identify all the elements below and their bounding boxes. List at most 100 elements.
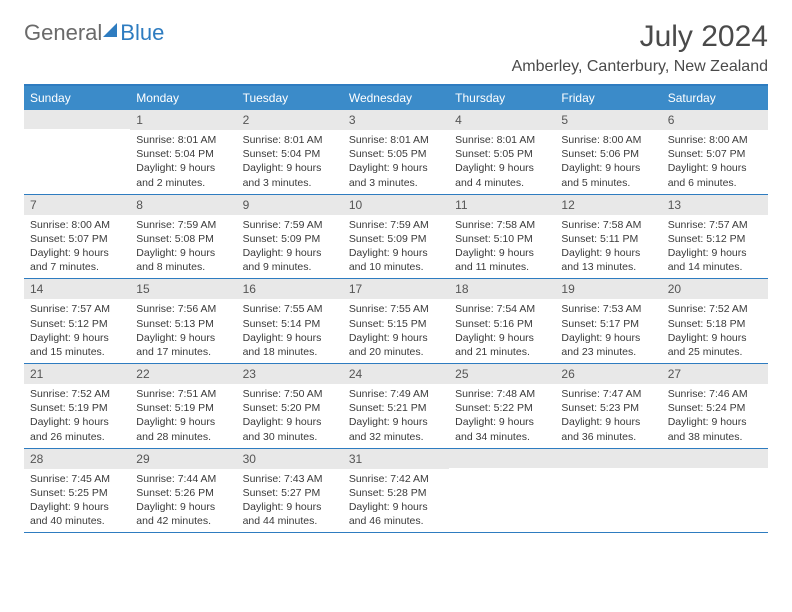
day-number: 17 [343,279,449,299]
day-cell: 26Sunrise: 7:47 AMSunset: 5:23 PMDayligh… [555,364,661,448]
daylight-text: Daylight: 9 hours and 5 minutes. [561,161,655,189]
sunset-text: Sunset: 5:26 PM [136,486,230,500]
day-body: Sunrise: 7:47 AMSunset: 5:23 PMDaylight:… [555,384,661,448]
daylight-text: Daylight: 9 hours and 38 minutes. [668,415,762,443]
day-body: Sunrise: 8:00 AMSunset: 5:07 PMDaylight:… [662,130,768,194]
day-body: Sunrise: 7:43 AMSunset: 5:27 PMDaylight:… [237,469,343,533]
day-body: Sunrise: 7:58 AMSunset: 5:10 PMDaylight:… [449,215,555,279]
sunset-text: Sunset: 5:19 PM [136,401,230,415]
sunrise-text: Sunrise: 8:01 AM [349,133,443,147]
sunrise-text: Sunrise: 8:00 AM [561,133,655,147]
day-cell: 8Sunrise: 7:59 AMSunset: 5:08 PMDaylight… [130,195,236,279]
day-number: 2 [237,110,343,130]
day-body: Sunrise: 8:01 AMSunset: 5:05 PMDaylight:… [449,130,555,194]
daylight-text: Daylight: 9 hours and 2 minutes. [136,161,230,189]
day-number: 6 [662,110,768,130]
day-body: Sunrise: 8:00 AMSunset: 5:07 PMDaylight:… [24,215,130,279]
sunset-text: Sunset: 5:09 PM [243,232,337,246]
day-cell: 27Sunrise: 7:46 AMSunset: 5:24 PMDayligh… [662,364,768,448]
day-number: 21 [24,364,130,384]
daylight-text: Daylight: 9 hours and 28 minutes. [136,415,230,443]
day-body: Sunrise: 7:59 AMSunset: 5:08 PMDaylight:… [130,215,236,279]
day-cell: 25Sunrise: 7:48 AMSunset: 5:22 PMDayligh… [449,364,555,448]
sunrise-text: Sunrise: 7:43 AM [243,472,337,486]
daylight-text: Daylight: 9 hours and 46 minutes. [349,500,443,528]
sunrise-text: Sunrise: 7:50 AM [243,387,337,401]
sunrise-text: Sunrise: 8:01 AM [136,133,230,147]
sunrise-text: Sunrise: 7:57 AM [30,302,124,316]
day-body: Sunrise: 7:50 AMSunset: 5:20 PMDaylight:… [237,384,343,448]
weekday-header: Saturday [662,86,768,110]
sunset-text: Sunset: 5:06 PM [561,147,655,161]
day-body: Sunrise: 7:55 AMSunset: 5:15 PMDaylight:… [343,299,449,363]
day-cell: 3Sunrise: 8:01 AMSunset: 5:05 PMDaylight… [343,110,449,194]
day-cell: 5Sunrise: 8:00 AMSunset: 5:06 PMDaylight… [555,110,661,194]
daylight-text: Daylight: 9 hours and 11 minutes. [455,246,549,274]
daylight-text: Daylight: 9 hours and 34 minutes. [455,415,549,443]
day-body: Sunrise: 7:44 AMSunset: 5:26 PMDaylight:… [130,469,236,533]
week-row: 1Sunrise: 8:01 AMSunset: 5:04 PMDaylight… [24,110,768,195]
day-number: 13 [662,195,768,215]
day-number: 28 [24,449,130,469]
day-cell: 16Sunrise: 7:55 AMSunset: 5:14 PMDayligh… [237,279,343,363]
day-cell: 13Sunrise: 7:57 AMSunset: 5:12 PMDayligh… [662,195,768,279]
day-number [662,449,768,468]
day-number: 3 [343,110,449,130]
month-title: July 2024 [512,20,768,54]
sunrise-text: Sunrise: 7:46 AM [668,387,762,401]
daylight-text: Daylight: 9 hours and 23 minutes. [561,331,655,359]
day-cell: 17Sunrise: 7:55 AMSunset: 5:15 PMDayligh… [343,279,449,363]
day-number: 22 [130,364,236,384]
sunrise-text: Sunrise: 7:47 AM [561,387,655,401]
logo: General Blue [24,20,164,46]
day-number: 18 [449,279,555,299]
sunrise-text: Sunrise: 7:59 AM [243,218,337,232]
sunrise-text: Sunrise: 8:00 AM [668,133,762,147]
day-cell: 30Sunrise: 7:43 AMSunset: 5:27 PMDayligh… [237,449,343,533]
day-number: 7 [24,195,130,215]
day-body: Sunrise: 7:58 AMSunset: 5:11 PMDaylight:… [555,215,661,279]
weekday-header-row: Sunday Monday Tuesday Wednesday Thursday… [24,86,768,110]
day-number: 1 [130,110,236,130]
day-body: Sunrise: 8:01 AMSunset: 5:05 PMDaylight:… [343,130,449,194]
daylight-text: Daylight: 9 hours and 3 minutes. [349,161,443,189]
sunset-text: Sunset: 5:12 PM [668,232,762,246]
sunrise-text: Sunrise: 7:55 AM [349,302,443,316]
day-body: Sunrise: 7:53 AMSunset: 5:17 PMDaylight:… [555,299,661,363]
day-number: 29 [130,449,236,469]
day-body: Sunrise: 7:48 AMSunset: 5:22 PMDaylight:… [449,384,555,448]
day-number: 23 [237,364,343,384]
day-cell [24,110,130,194]
day-cell: 20Sunrise: 7:52 AMSunset: 5:18 PMDayligh… [662,279,768,363]
sunset-text: Sunset: 5:07 PM [668,147,762,161]
day-number: 30 [237,449,343,469]
day-number: 11 [449,195,555,215]
day-number: 25 [449,364,555,384]
sunrise-text: Sunrise: 7:52 AM [30,387,124,401]
day-number: 20 [662,279,768,299]
daylight-text: Daylight: 9 hours and 7 minutes. [30,246,124,274]
sunrise-text: Sunrise: 8:00 AM [30,218,124,232]
sunset-text: Sunset: 5:10 PM [455,232,549,246]
day-body: Sunrise: 7:57 AMSunset: 5:12 PMDaylight:… [662,215,768,279]
sunset-text: Sunset: 5:21 PM [349,401,443,415]
sunrise-text: Sunrise: 7:51 AM [136,387,230,401]
daylight-text: Daylight: 9 hours and 14 minutes. [668,246,762,274]
day-cell: 31Sunrise: 7:42 AMSunset: 5:28 PMDayligh… [343,449,449,533]
day-cell: 12Sunrise: 7:58 AMSunset: 5:11 PMDayligh… [555,195,661,279]
sunset-text: Sunset: 5:04 PM [136,147,230,161]
day-cell: 19Sunrise: 7:53 AMSunset: 5:17 PMDayligh… [555,279,661,363]
day-number [555,449,661,468]
sunset-text: Sunset: 5:14 PM [243,317,337,331]
week-row: 28Sunrise: 7:45 AMSunset: 5:25 PMDayligh… [24,449,768,534]
day-cell: 10Sunrise: 7:59 AMSunset: 5:09 PMDayligh… [343,195,449,279]
day-number: 24 [343,364,449,384]
day-body: Sunrise: 7:59 AMSunset: 5:09 PMDaylight:… [237,215,343,279]
daylight-text: Daylight: 9 hours and 10 minutes. [349,246,443,274]
sunset-text: Sunset: 5:11 PM [561,232,655,246]
day-body: Sunrise: 7:59 AMSunset: 5:09 PMDaylight:… [343,215,449,279]
sunset-text: Sunset: 5:22 PM [455,401,549,415]
sunrise-text: Sunrise: 7:55 AM [243,302,337,316]
day-cell: 11Sunrise: 7:58 AMSunset: 5:10 PMDayligh… [449,195,555,279]
title-block: July 2024 Amberley, Canterbury, New Zeal… [512,20,768,76]
